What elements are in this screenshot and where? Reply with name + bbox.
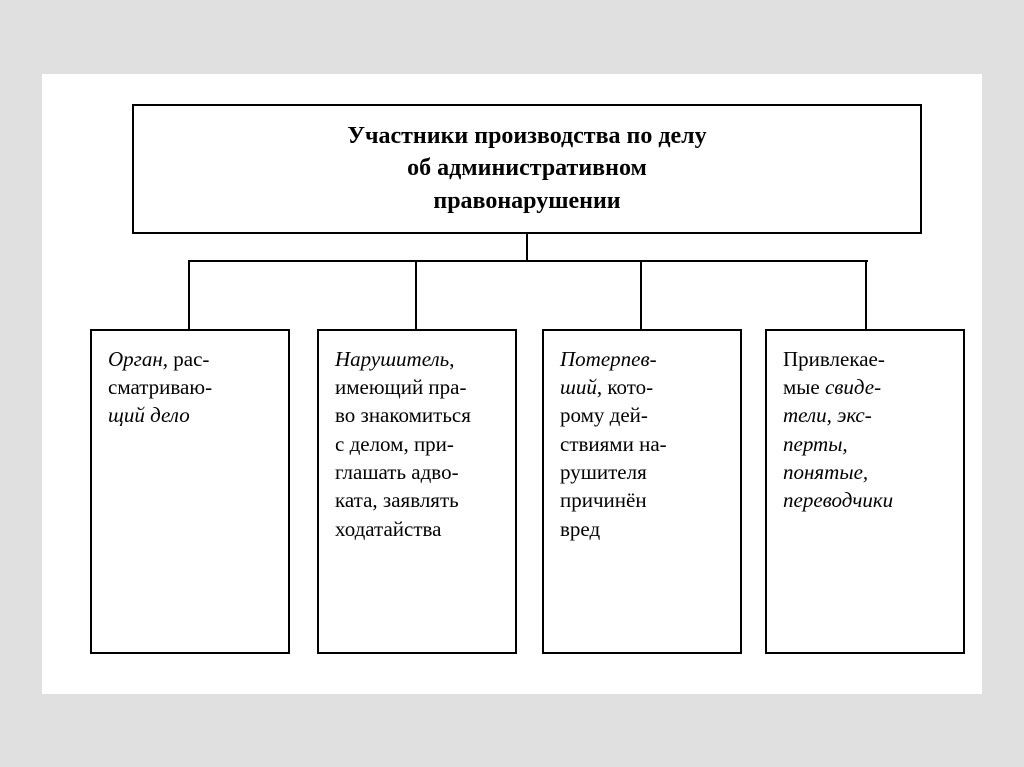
child-node-3: Потерпев- ший, кото- рому дей- ствиями н…: [542, 329, 742, 654]
edge-drop-4: [865, 260, 867, 330]
child-node-4: Привлекае- мые свиде- тели, экс- перты, …: [765, 329, 965, 654]
edge-drop-1: [188, 260, 190, 330]
diagram-canvas: Участники производства по делу об админи…: [42, 74, 982, 694]
child-2-text: Нарушитель, имеющий пра- во знакомиться …: [335, 345, 499, 543]
child-node-1: Орган, рас- сматриваю- щий дело: [90, 329, 290, 654]
root-node: Участники производства по делу об админи…: [132, 104, 922, 234]
child-3-text: Потерпев- ший, кото- рому дей- ствиями н…: [560, 345, 724, 543]
edge-bus: [188, 260, 868, 262]
root-title-line3: правонарушении: [150, 185, 904, 217]
child-4-text: Привлекае- мые свиде- тели, экс- перты, …: [783, 345, 947, 515]
edge-drop-3: [640, 260, 642, 330]
root-title-line1: Участники производства по делу: [150, 120, 904, 152]
child-1-text: Орган, рас- сматриваю- щий дело: [108, 345, 272, 430]
edge-stem: [526, 234, 528, 262]
root-title-line2: об административном: [150, 152, 904, 184]
edge-drop-2: [415, 260, 417, 330]
child-node-2: Нарушитель, имеющий пра- во знакомиться …: [317, 329, 517, 654]
